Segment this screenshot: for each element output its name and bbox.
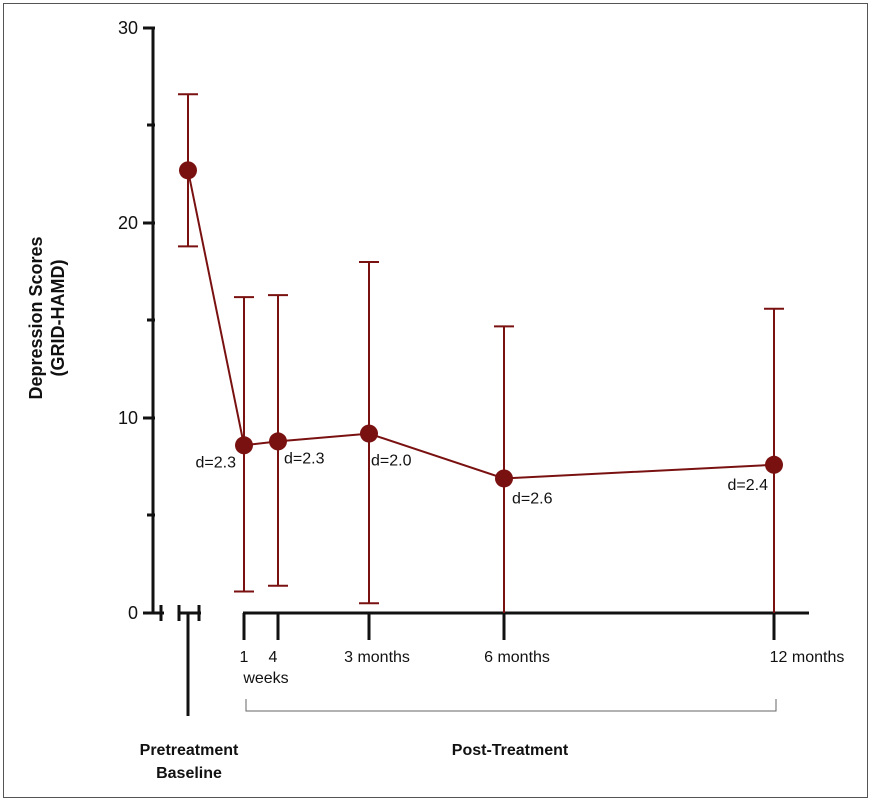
group-label-pretreatment: Pretreatment (140, 742, 239, 759)
group-label-baseline: Baseline (156, 765, 222, 782)
x-axis: 1 4 weeks 3 months 6 months 12 months (150, 605, 844, 716)
x-tick-label-1: 1 (240, 649, 249, 666)
y-axis-title-line1: Depression Scores (26, 236, 46, 399)
data-point (235, 436, 253, 455)
data-point (765, 455, 783, 474)
effect-size-labels: d=2.3 d=2.3 d=2.0 d=2.6 d=2.4 (196, 450, 769, 507)
effect-size-label: d=2.3 (196, 454, 237, 471)
post-treatment-bracket (245, 699, 777, 712)
data-point (495, 469, 513, 488)
y-axis: 30 20 10 0 (118, 18, 155, 623)
y-tick-label-30: 30 (118, 18, 138, 38)
y-tick-label-20: 20 (118, 213, 138, 233)
data-markers (179, 161, 783, 488)
effect-size-label: d=2.3 (284, 450, 325, 467)
data-point (269, 432, 287, 451)
effect-size-label: d=2.0 (371, 453, 412, 470)
x-tick-label-3-months: 3 months (344, 649, 410, 666)
error-bars (178, 93, 784, 613)
effect-size-label: d=2.4 (728, 477, 769, 494)
group-label-post-treatment: Post-Treatment (452, 742, 569, 759)
x-tick-label-6-months: 6 months (484, 649, 550, 666)
x-tick-label-weeks: weeks (242, 670, 288, 687)
y-tick-label-10: 10 (118, 408, 138, 428)
data-point (360, 424, 378, 443)
series-line (187, 170, 775, 480)
figure-frame (3, 3, 868, 798)
data-point (179, 161, 197, 180)
x-tick-label-4: 4 (269, 649, 278, 666)
y-axis-title-line2: (GRID-HAMD) (48, 260, 68, 377)
effect-size-label: d=2.6 (512, 490, 553, 507)
x-tick-label-12-months: 12 months (770, 649, 845, 666)
y-tick-label-0: 0 (128, 603, 138, 623)
